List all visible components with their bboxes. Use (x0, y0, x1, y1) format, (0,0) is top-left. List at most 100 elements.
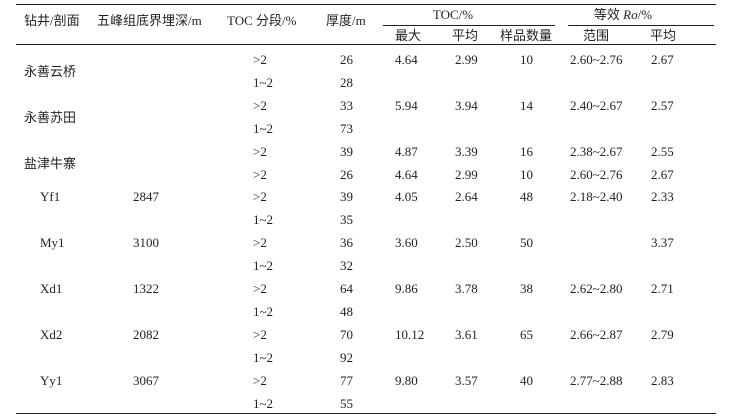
header-sample-count: 样品数量 (500, 28, 553, 43)
table-bottom-rule (16, 413, 716, 415)
cell-ro-range: 2.18~2.40 (570, 189, 623, 205)
cell-ro-avg: 2.79 (651, 326, 674, 342)
cell-sample-count: 40 (520, 372, 533, 388)
cell-thickness: 26 (340, 52, 353, 67)
cell-ro-avg: 3.37 (651, 235, 674, 251)
cell-sample-count: 10 (520, 52, 533, 67)
cell-ro-range: 2.60~2.76 (570, 52, 623, 67)
cell-thickness: 39 (340, 189, 353, 205)
cell-ro-avg: 2.67 (651, 52, 674, 67)
cell-thickness: 26 (340, 166, 353, 182)
cell-toc-max: 5.94 (395, 97, 418, 113)
cell-well: 永善苏田 (24, 109, 77, 125)
cell-toc-segment: >2 (253, 97, 267, 113)
cell-toc-segment: >2 (253, 326, 267, 342)
header-toc-max: 最大 (395, 28, 422, 43)
cell-toc-avg: 3.57 (455, 372, 478, 388)
cell-toc-avg: 2.99 (455, 166, 478, 182)
cell-toc-segment: >2 (253, 143, 267, 159)
cell-ro-range: 2.60~2.76 (570, 166, 623, 182)
cell-toc-segment: >2 (253, 52, 267, 67)
table-header-rule (16, 44, 716, 45)
header-toc-avg: 平均 (452, 28, 479, 43)
header-ro-group: 等效 Ro/% (593, 7, 653, 22)
cell-well: My1 (40, 235, 65, 251)
ro-group-underline (568, 25, 714, 26)
cell-toc-segment: >2 (253, 189, 267, 205)
cell-toc-max: 4.64 (395, 166, 418, 182)
header-well: 钻井/剖面 (24, 13, 80, 28)
cell-depth: 2847 (133, 189, 159, 205)
cell-sample-count: 38 (520, 281, 533, 296)
cell-toc-segment: 1~2 (253, 74, 274, 90)
cell-toc-avg: 2.99 (455, 52, 478, 67)
cell-toc-max: 9.80 (395, 372, 418, 388)
cell-sample-count: 50 (520, 235, 533, 251)
cell-ro-avg: 2.83 (651, 372, 674, 388)
cell-ro-range: 2.40~2.67 (570, 97, 623, 113)
header-ro-range: 范围 (583, 28, 610, 43)
cell-sample-count: 10 (520, 166, 533, 182)
cell-toc-avg: 2.50 (455, 235, 478, 251)
cell-toc-max: 4.05 (395, 189, 418, 205)
cell-toc-segment: 1~2 (253, 258, 274, 274)
cell-sample-count: 14 (520, 97, 533, 113)
cell-depth: 3067 (133, 372, 159, 388)
cell-ro-avg: 2.55 (651, 143, 674, 159)
cell-toc-avg: 3.61 (455, 326, 478, 342)
cell-ro-avg: 2.33 (651, 189, 674, 205)
cell-ro-avg: 2.57 (651, 97, 674, 113)
cell-toc-segment: 1~2 (253, 120, 274, 136)
cell-thickness: 35 (340, 212, 353, 228)
cell-toc-segment: 1~2 (253, 395, 274, 411)
cell-toc-segment: >2 (253, 372, 267, 388)
cell-toc-max: 4.64 (395, 52, 418, 67)
cell-well: 永善云桥 (24, 64, 77, 79)
cell-ro-range: 2.62~2.80 (570, 281, 623, 296)
cell-toc-max: 10.12 (395, 326, 425, 342)
header-toc-group: TOC/% (432, 7, 474, 22)
cell-thickness: 32 (340, 258, 353, 274)
cell-sample-count: 16 (520, 143, 533, 159)
cell-well: 盐津牛寨 (24, 155, 77, 171)
cell-well: Xd1 (40, 281, 63, 296)
cell-toc-avg: 3.39 (455, 143, 478, 159)
cell-ro-avg: 2.67 (651, 166, 674, 182)
cell-toc-segment: 1~2 (253, 303, 274, 319)
cell-ro-range: 2.38~2.67 (570, 143, 623, 159)
cell-toc-segment: >2 (253, 235, 267, 251)
cell-thickness: 48 (340, 303, 353, 319)
cell-sample-count: 48 (520, 189, 533, 205)
cell-toc-avg: 3.78 (455, 281, 478, 296)
cell-thickness: 70 (340, 326, 353, 342)
cell-depth: 2082 (133, 326, 159, 342)
cell-thickness: 77 (340, 372, 353, 388)
cell-thickness: 73 (340, 120, 353, 136)
cell-depth: 1322 (133, 281, 159, 296)
cell-sample-count: 65 (520, 326, 533, 342)
table-top-rule (16, 4, 716, 6)
cell-thickness: 64 (340, 281, 353, 296)
cell-thickness: 55 (340, 395, 353, 411)
cell-toc-segment: 1~2 (253, 212, 274, 228)
cell-toc-max: 9.86 (395, 281, 418, 296)
cell-toc-segment: >2 (253, 281, 267, 296)
cell-thickness: 33 (340, 97, 353, 113)
cell-thickness: 36 (340, 235, 353, 251)
cell-ro-range: 2.66~2.87 (570, 326, 623, 342)
header-ro-avg: 平均 (650, 28, 677, 43)
cell-thickness: 39 (340, 143, 353, 159)
cell-toc-avg: 2.64 (455, 189, 478, 205)
header-thickness: 厚度/m (326, 13, 366, 28)
cell-well: Yf1 (40, 189, 61, 205)
cell-toc-segment: 1~2 (253, 349, 274, 365)
header-depth: 五峰组底界埋深/m (97, 13, 202, 28)
cell-well: Yy1 (40, 372, 63, 388)
cell-toc-max: 3.60 (395, 235, 418, 251)
toc-group-underline (383, 25, 555, 26)
cell-thickness: 28 (340, 74, 353, 90)
cell-ro-avg: 2.71 (651, 281, 674, 296)
header-toc-segment: TOC 分段/% (227, 13, 297, 28)
cell-toc-avg: 3.94 (455, 97, 478, 113)
cell-ro-range: 2.77~2.88 (570, 372, 623, 388)
